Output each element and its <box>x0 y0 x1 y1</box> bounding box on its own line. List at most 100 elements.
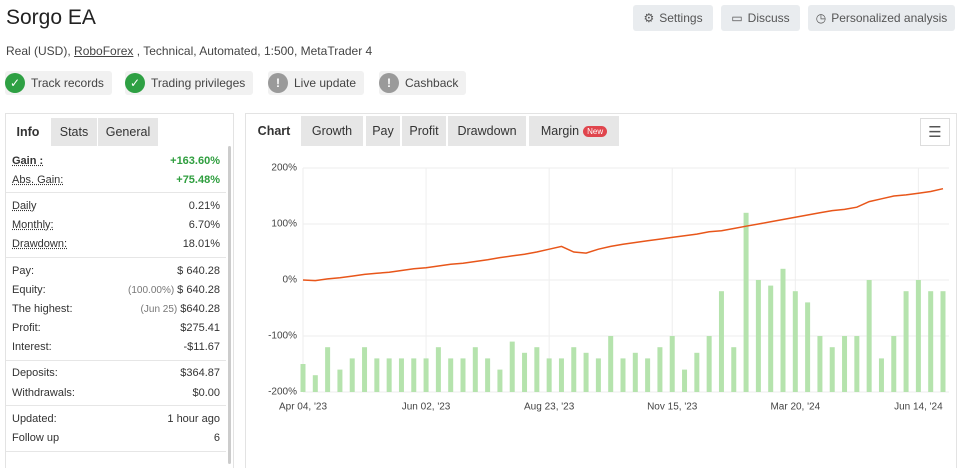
stats-label: Pay: <box>12 264 35 277</box>
icon: ⚙ <box>643 11 655 25</box>
stats-value-wrap: 6 <box>214 432 220 444</box>
settings-button[interactable]: ⚙ Settings <box>633 5 713 31</box>
tab-label: Margin <box>540 124 580 138</box>
stats-value-wrap: $364.87 <box>180 367 220 379</box>
stats-value-wrap: -$11.67 <box>184 341 221 353</box>
bar <box>682 369 688 392</box>
stats-row: Pay: $ 640.28 <box>6 261 226 280</box>
badge-icon: ✓ <box>5 73 25 93</box>
bar <box>448 358 454 392</box>
discuss-button[interactable]: ▭ Discuss <box>721 5 800 31</box>
bar <box>694 352 700 392</box>
stats-value: +163.60% <box>170 154 220 167</box>
new-badge: New <box>583 125 608 137</box>
chart-tab[interactable]: Profit <box>402 116 446 146</box>
badge-icon: ! <box>379 73 399 93</box>
badge-label: Track records <box>31 76 104 90</box>
chart-tab[interactable]: Drawdown <box>448 116 526 146</box>
stats-label: Profit: <box>12 322 41 335</box>
bar <box>915 280 921 392</box>
bar <box>583 352 589 392</box>
stats-value: -$11.67 <box>183 341 221 354</box>
bar <box>657 347 663 392</box>
bar <box>423 358 429 392</box>
badge: ! Live update <box>268 71 365 95</box>
stats-group: Deposits: $364.87 Withdrawals: $0.00 <box>6 361 226 407</box>
tab[interactable]: Stats <box>51 118 97 146</box>
stats-row: The highest: (Jun 25) $640.28 <box>6 299 226 318</box>
y-tick-label: 200% <box>271 163 297 174</box>
chart-tab[interactable]: Pay <box>366 116 400 146</box>
chart: -200% -100% 0% 100% 200% Apr 04, '23 Jun 02, '… <box>268 163 949 413</box>
tab[interactable]: Info <box>6 118 50 146</box>
stats-label: Interest: <box>12 341 52 354</box>
bar <box>337 369 343 392</box>
stats-row: Monthly: 6.70% <box>6 216 226 235</box>
stats-row: Updated: 1 hour ago <box>6 409 226 428</box>
stats-label: Drawdown: <box>12 238 68 251</box>
stats-value-wrap: 18.01% <box>183 238 220 250</box>
stats-value: $364.87 <box>180 367 220 380</box>
bar <box>891 336 897 392</box>
chart-tab[interactable]: Chart <box>248 116 300 146</box>
bar <box>878 358 884 392</box>
stats-label: Monthly: <box>12 219 54 232</box>
stats-value-wrap: 6.70% <box>189 219 220 231</box>
tab[interactable]: General <box>98 118 158 146</box>
tab-label: Growth <box>311 124 353 138</box>
tab-label: Chart <box>257 124 291 138</box>
bar <box>645 358 651 392</box>
chart-tab[interactable]: Growth <box>301 116 363 146</box>
stats-value: 0.21% <box>188 199 220 212</box>
stats-value-wrap: $0.00 <box>192 387 220 399</box>
stats-label: Deposits: <box>12 367 58 380</box>
y-tick-label: -100% <box>268 331 297 342</box>
stats-label: Equity: <box>12 283 46 296</box>
button-label: Personalized analysis <box>831 11 948 25</box>
stats-group: Updated: 1 hour ago Follow up 6 <box>6 406 226 452</box>
stats-value-wrap: $ 640.28 <box>177 265 220 277</box>
badge-icon: ✓ <box>125 73 145 93</box>
y-tick-label: 0% <box>283 275 298 286</box>
text: Real (USD), <box>6 44 71 58</box>
chart-panel: Chart Growth Pay Profit Drawdown Margin New ☰ … <box>245 113 957 468</box>
chart-tab[interactable]: Margin New <box>529 116 619 146</box>
analysis-button[interactable]: ◷ Personalized analysis <box>808 5 955 31</box>
bar <box>312 375 318 392</box>
badge-icon: ! <box>268 73 288 93</box>
x-tick-label: Jun 14, '24 <box>894 402 943 413</box>
button-label: Discuss <box>747 11 790 25</box>
tab-label: Drawdown <box>457 124 517 138</box>
broker-link[interactable]: RoboForex <box>74 44 134 58</box>
stats-row: Follow up 6 <box>6 428 226 447</box>
bar <box>755 280 761 392</box>
scrollbar[interactable] <box>228 146 231 464</box>
icon: ▭ <box>731 11 743 25</box>
bar <box>854 336 860 392</box>
bar <box>792 291 798 392</box>
stats-value-wrap: +75.48% <box>176 174 220 186</box>
stats-value-wrap: +163.60% <box>170 155 220 167</box>
stats-row: Profit: $275.41 <box>6 319 226 338</box>
badge-label: Live update <box>294 76 357 90</box>
chart-settings[interactable]: ☰ <box>920 118 950 146</box>
stats-value: $275.41 <box>180 322 220 335</box>
stats-panel: Info Stats General Gain : +163.60% Abs. Ga… <box>5 113 234 468</box>
bar <box>903 291 909 392</box>
bar <box>398 358 404 392</box>
bar <box>325 347 331 392</box>
stats-value: $640.28 <box>180 302 220 315</box>
stats-value-wrap: (100.00%) $ 640.28 <box>128 284 220 296</box>
bar <box>928 291 934 392</box>
x-tick-label: Nov 15, '23 <box>647 402 698 413</box>
bar <box>534 347 540 392</box>
bar <box>608 336 614 392</box>
bar <box>805 302 811 392</box>
stats-value-wrap: 1 hour ago <box>167 413 220 425</box>
bar <box>632 352 638 392</box>
page-title: Sorgo EA <box>6 6 96 29</box>
bar <box>558 358 564 392</box>
bar <box>842 336 848 392</box>
bar <box>522 352 528 392</box>
